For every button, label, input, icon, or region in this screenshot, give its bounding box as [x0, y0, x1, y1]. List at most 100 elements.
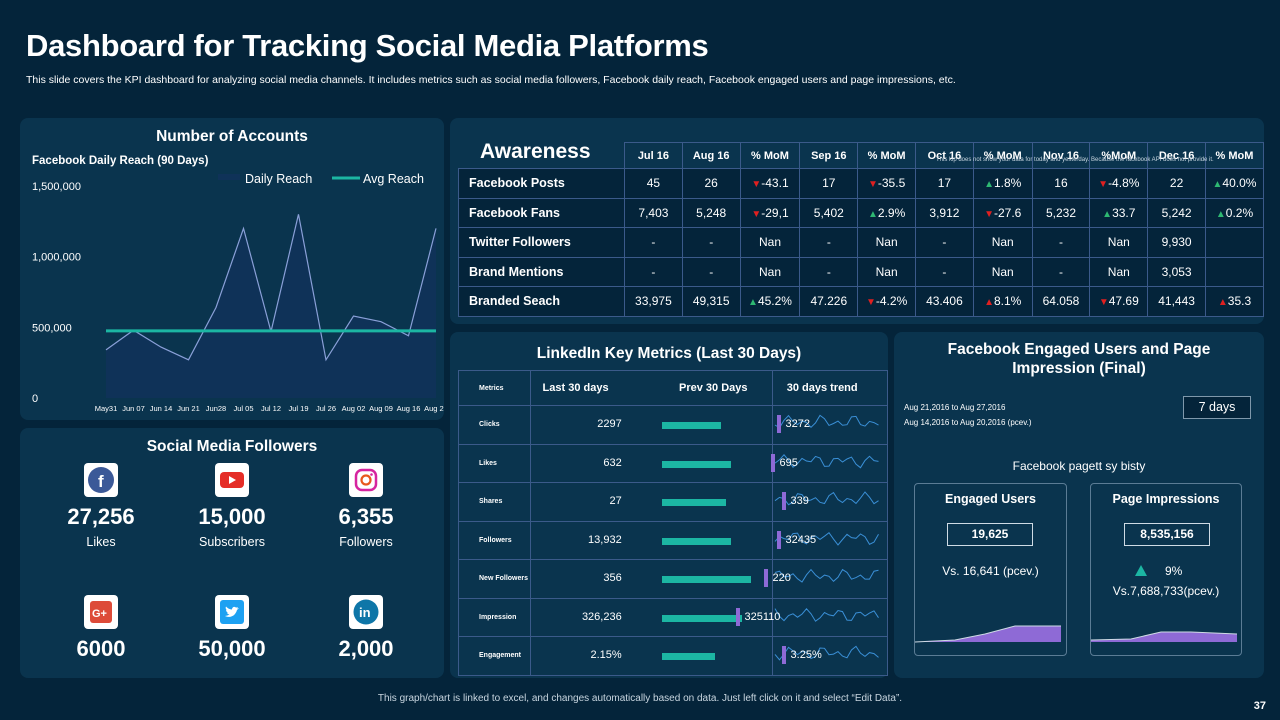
awareness-cell: ▲1.8% — [972, 168, 1033, 199]
col-jul16: Jul 16 — [624, 142, 683, 169]
follower-value: 6000 — [76, 636, 126, 661]
x-tick-label: Jun 21 — [177, 404, 200, 413]
svg-text:in: in — [359, 605, 371, 620]
awareness-cell-value: - — [651, 235, 656, 250]
awareness-cell-value: 17 — [937, 176, 952, 191]
engaged-users-sparkline — [915, 625, 1061, 643]
awareness-cell-value: - — [709, 264, 714, 279]
li-bar-cell: 13,932 32435 — [529, 520, 816, 560]
li-trend-cell — [771, 520, 889, 560]
follower-value: 15,000 — [198, 504, 266, 529]
li-last-value: 27 — [609, 495, 622, 507]
awareness-cell: 5,232 — [1031, 197, 1091, 228]
days-button[interactable]: 7 days — [1183, 396, 1251, 419]
linkedin-row: Likes 632 695 — [458, 443, 889, 483]
awareness-corner — [459, 143, 625, 169]
li-prev-marker — [776, 415, 781, 433]
awareness-row-label: Facebook Fans — [457, 197, 626, 228]
li-metric-label: Followers — [458, 520, 531, 560]
li-prev-marker — [781, 646, 786, 664]
awareness-cell-value: - — [942, 235, 947, 250]
awareness-cell-value: Nan — [1107, 235, 1130, 250]
li-prev-marker — [763, 569, 768, 587]
col-aug16: Aug 16 — [681, 142, 741, 169]
awareness-cell: - — [624, 256, 683, 287]
fb-caption: Facebook pagett sy bisty — [1012, 459, 1146, 473]
engaged-users-value: 19,625 — [947, 523, 1033, 546]
li-prev-marker — [735, 607, 740, 626]
awareness-cell: - — [915, 227, 974, 258]
li-bar-cell: 27 339 — [529, 482, 809, 522]
awareness-cell: - — [624, 227, 683, 258]
awareness-cell: ▲45.2% — [739, 286, 801, 317]
awareness-cell: 49,315 — [681, 286, 741, 317]
awareness-cell-value: -27.6 — [993, 205, 1022, 220]
li-last-bar — [661, 499, 726, 506]
awareness-cell: Nan — [857, 256, 917, 287]
awareness-cell-value: 40.0% — [1222, 176, 1257, 191]
follower-value: 50,000 — [198, 636, 266, 661]
down-triangle-icon: ▲ — [984, 297, 994, 309]
li-prev-value: 325110 — [744, 610, 781, 623]
linkedin-header-row: Metrics Last 30 days 30 days trend — [458, 370, 889, 406]
li-prev-value: 339 — [790, 495, 809, 507]
col-nov16: Nov 16 — [1031, 142, 1091, 169]
li-prev-value: 695 — [779, 456, 798, 469]
li-prev-marker — [781, 492, 786, 510]
awareness-cell: ▼-35.5 — [857, 168, 917, 199]
awareness-cell: 3,912 — [915, 197, 974, 228]
awareness-cell-value: 45 — [646, 176, 661, 191]
li-trend-sparkline — [774, 453, 879, 469]
y-tick-label: 1,000,000 — [32, 252, 81, 264]
linkedin-row: Engagement 2.15% 3.25% — [458, 636, 889, 676]
li-trend-cell — [771, 636, 889, 676]
li-last-value: 356 — [603, 572, 622, 584]
li-bar-cell: 2.15% 3.25% — [529, 636, 822, 676]
awareness-cell: ▼47.69 — [1089, 286, 1149, 317]
awareness-cell-value: - — [826, 235, 831, 250]
awareness-cell: - — [799, 256, 859, 287]
awareness-cell: 26 — [681, 168, 741, 199]
li-trend-sparkline — [774, 531, 879, 546]
instagram-icon — [349, 463, 383, 497]
li-last-bar — [661, 460, 731, 468]
awareness-header-row: Jul 16 Aug 16 % MoM Sep 16 % MoM Oct 16 … — [459, 142, 1265, 169]
awareness-cell-value: 0.2% — [1225, 205, 1254, 220]
linkedin-panel: LinkedIn Key Metrics (Last 30 Days) Metr… — [450, 332, 889, 678]
y-tick-label: 1,500,000 — [32, 181, 81, 193]
awareness-row: Twitter Followers - - Nan - Nan - Nan - Nan 9,930 — [457, 227, 1265, 258]
followers-panel: Social Media Followers f 27,256 Likes 15,00… — [20, 428, 444, 678]
li-metric-label: New Followers — [458, 559, 531, 599]
li-last-bar — [661, 537, 731, 545]
awareness-cell: ▲33.7 — [1089, 197, 1149, 228]
awareness-cell-value: 3,053 — [1161, 264, 1192, 279]
follower-label: Subscribers — [199, 535, 265, 549]
li-trend-cell — [771, 482, 889, 522]
awareness-cell-value: 5,248 — [696, 205, 727, 220]
awareness-cell-value: 5,232 — [1045, 205, 1076, 220]
linkedin-row: Clicks 2297 3272 — [458, 405, 889, 445]
down-triangle-icon: ▲ — [1217, 297, 1228, 309]
li-bar-cell: 2297 3272 — [529, 405, 810, 445]
up-triangle-icon: ▲ — [867, 208, 878, 220]
awareness-cell: 22 — [1147, 168, 1206, 199]
fb-engaged-title: Facebook Engaged Users and Page Impressi… — [947, 341, 1211, 377]
engaged-users-title: Engaged Users — [944, 492, 1036, 506]
awareness-cell-value: 17 — [822, 176, 836, 191]
awareness-cell: 16 — [1031, 168, 1091, 199]
awareness-cell-value: 5,242 — [1161, 205, 1192, 220]
awareness-cell: ▲35.3 — [1204, 286, 1265, 317]
awareness-cell: ▼-4.8% — [1089, 168, 1149, 199]
legend-avg-label: Avg Reach — [363, 172, 424, 186]
awareness-cell: ▲2.9% — [857, 197, 917, 228]
col-dec16: Dec 16 — [1147, 142, 1206, 169]
awareness-cell-value: 64.058 — [1042, 294, 1080, 309]
x-tick-label: May31 — [95, 404, 118, 413]
awareness-cell-value: Nan — [991, 235, 1014, 250]
awareness-cell-value: 43.406 — [926, 294, 963, 309]
li-header-last: Last 30 days — [529, 370, 773, 406]
awareness-cell: ▼-29,1 — [739, 197, 801, 228]
col-mom3: % MoM — [972, 142, 1033, 169]
down-triangle-icon: ▼ — [984, 208, 994, 220]
svg-text:G+: G+ — [92, 608, 107, 620]
